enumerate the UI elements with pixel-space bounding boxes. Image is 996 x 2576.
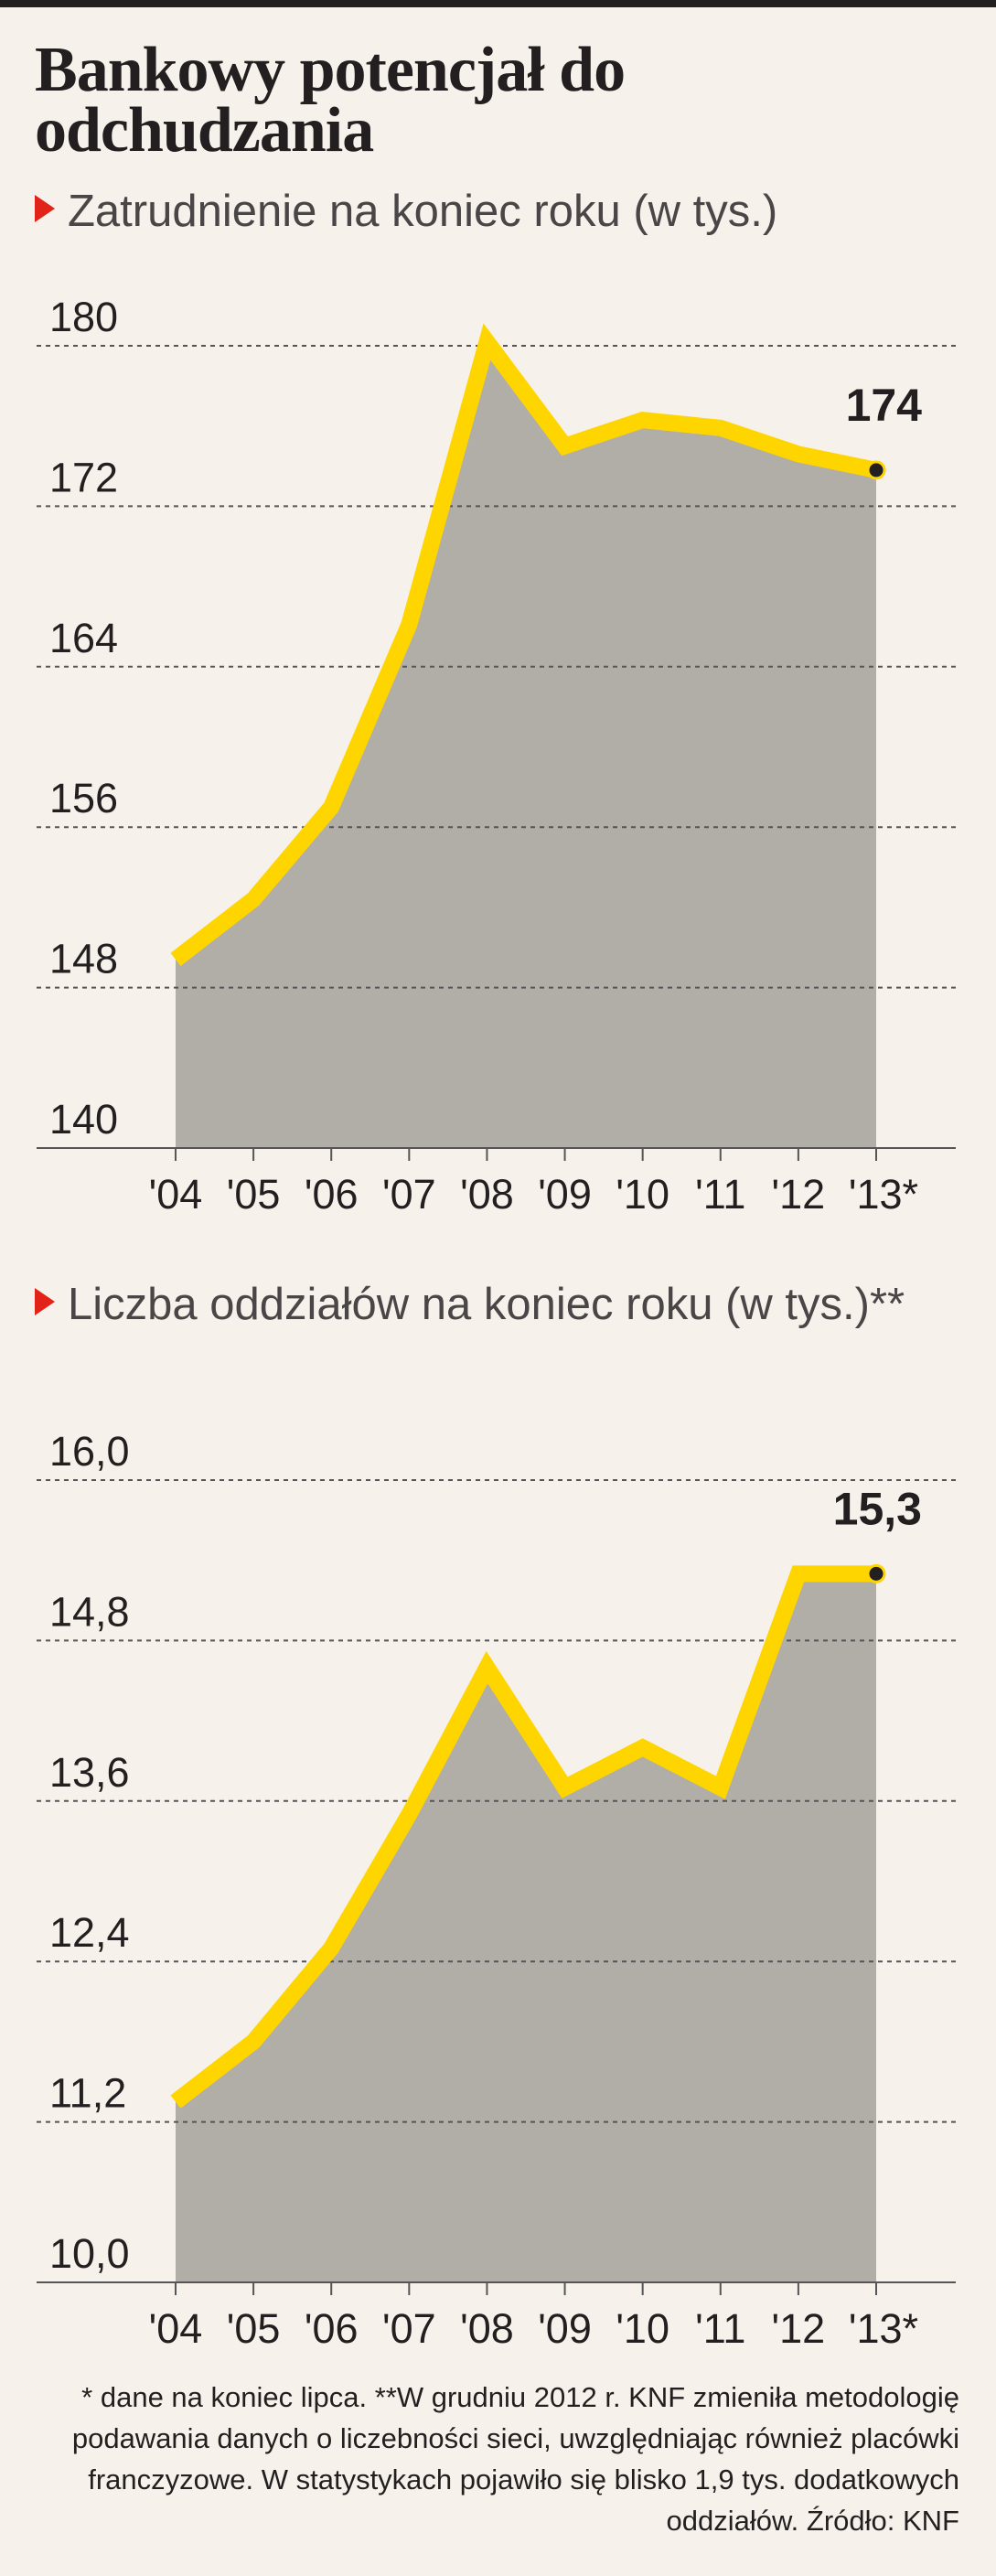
page-title: Bankowy potencjał do odchudzania [35,35,626,166]
branches-xtick-label: '08 [460,2305,514,2352]
employment-xtick-label: '04 [149,1171,203,1218]
employment-ytick-label: 140 [49,1096,118,1143]
branches-xtick-label: '06 [305,2305,359,2352]
footnote: * dane na koniec lipca. **W grudniu 2012… [71,2381,959,2537]
branches-xtick-label: '05 [227,2305,281,2352]
branches-xtick-label: '10 [616,2305,669,2352]
chart-employment-subtitle-text: Zatrudnienie na koniec roku (w tys.) [68,187,778,236]
branches-xtick-label: '13* [849,2305,918,2352]
employment-xtick-label: '05 [227,1171,281,1218]
branches-ytick-label: 11,2 [49,2070,126,2117]
chart-branches-subtitle: Liczba oddziałów na koniec roku (w tys.)… [35,1276,949,1333]
branches-ytick-label: 13,6 [49,1749,130,1796]
branches-ytick-label: 10,0 [49,2230,130,2277]
employment-xtick-label: '12 [772,1171,826,1218]
branches-xtick-label: '12 [772,2305,826,2352]
red-triangle-icon [35,1288,55,1315]
employment-ytick-label: 164 [49,615,118,661]
branches-end-point [866,1563,886,1583]
employment-end-point [866,460,886,480]
employment-xtick-label: '10 [616,1171,669,1218]
branches-line [170,1565,876,2109]
employment-ytick-label: 148 [49,936,118,982]
branches-xtick-label: '09 [538,2305,592,2352]
employment-line [170,323,878,967]
branches-xtick-label: '07 [382,2305,436,2352]
top-rule [0,0,996,7]
employment-ytick-label: 172 [49,454,118,500]
branches-xtick-label: '11 [695,2305,745,2352]
chart-employment-subtitle: Zatrudnienie na koniec roku (w tys.) [35,183,949,240]
chart-branches-subtitle-text: Liczba oddziałów na koniec roku (w tys.)… [68,1280,905,1329]
branches-xtick-label: '04 [149,2305,203,2352]
employment-xtick-label: '08 [460,1171,514,1218]
employment-xtick-label: '06 [305,1171,359,1218]
red-triangle-icon [35,195,55,222]
branches-ytick-label: 14,8 [49,1588,130,1635]
employment-xtick-label: '13* [849,1171,918,1218]
branches-end-label: 15,3 [833,1483,922,1534]
branches-ytick-label: 16,0 [49,1428,130,1475]
employment-xtick-label: '09 [538,1171,592,1218]
employment-ytick-label: 180 [49,294,118,340]
employment-area [176,341,876,1148]
branches-area [176,1573,876,2282]
branches-ytick-label: 12,4 [49,1909,130,1956]
employment-xtick-label: '07 [382,1171,436,1218]
employment-ytick-label: 156 [49,775,118,821]
employment-xtick-label: '11 [695,1171,745,1218]
chart-employment: 180 172 164 156 148 140 '04 '05 '06 '07 '08 '09 '10 '… [37,294,956,1218]
chart-branches: 16,0 14,8 13,6 12,4 11,2 10,0 '04 '05 '06 '07 '08 '… [37,1428,956,2352]
employment-end-label: 174 [846,380,923,431]
